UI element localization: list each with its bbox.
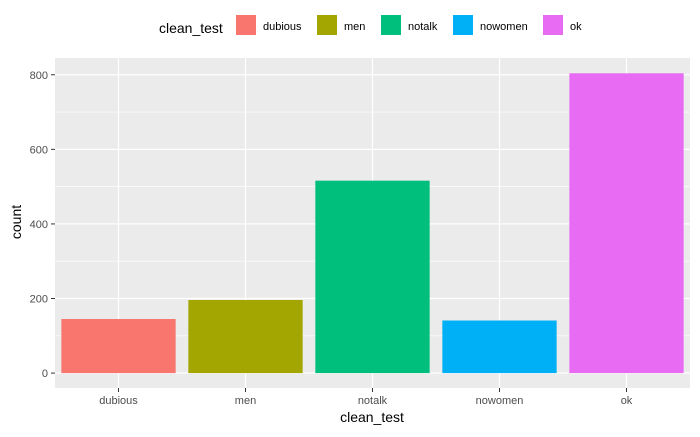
x-tick-label: notalk	[358, 395, 388, 407]
y-axis-title: count	[8, 205, 24, 239]
legend-label-dubious: dubious	[263, 21, 302, 33]
x-tick-label: men	[235, 395, 256, 407]
y-tick-label: 0	[42, 368, 48, 380]
axes: 0 200 400 600 800 dubious men notalk nowomen ok	[30, 70, 633, 407]
legend: clean_test dubious men notalk nowomen ok	[159, 15, 582, 36]
legend-key-nowomen	[453, 15, 473, 35]
legend-label-nowomen: nowomen	[480, 21, 528, 33]
y-tick-label: 800	[30, 70, 48, 82]
x-tick-label: nowomen	[476, 395, 524, 407]
bar-notalk	[315, 180, 430, 374]
bars	[61, 73, 684, 374]
x-axis-title: clean_test	[340, 409, 404, 425]
y-tick-label: 200	[30, 294, 48, 306]
legend-label-men: men	[344, 21, 365, 33]
bar-ok	[569, 73, 684, 374]
legend-key-ok	[543, 15, 563, 35]
legend-title: clean_test	[159, 20, 223, 36]
bar-dubious	[61, 319, 176, 374]
bar-nowomen	[442, 320, 557, 374]
x-tick-label: dubious	[99, 395, 138, 407]
legend-key-notalk	[381, 15, 401, 35]
x-tick-label: ok	[621, 395, 633, 407]
legend-key-men	[317, 15, 337, 35]
legend-label-notalk: notalk	[408, 21, 438, 33]
y-tick-label: 600	[30, 144, 48, 156]
bar-men	[188, 300, 303, 374]
legend-label-ok: ok	[570, 21, 582, 33]
legend-key-dubious	[236, 15, 256, 35]
y-tick-label: 400	[30, 219, 48, 231]
